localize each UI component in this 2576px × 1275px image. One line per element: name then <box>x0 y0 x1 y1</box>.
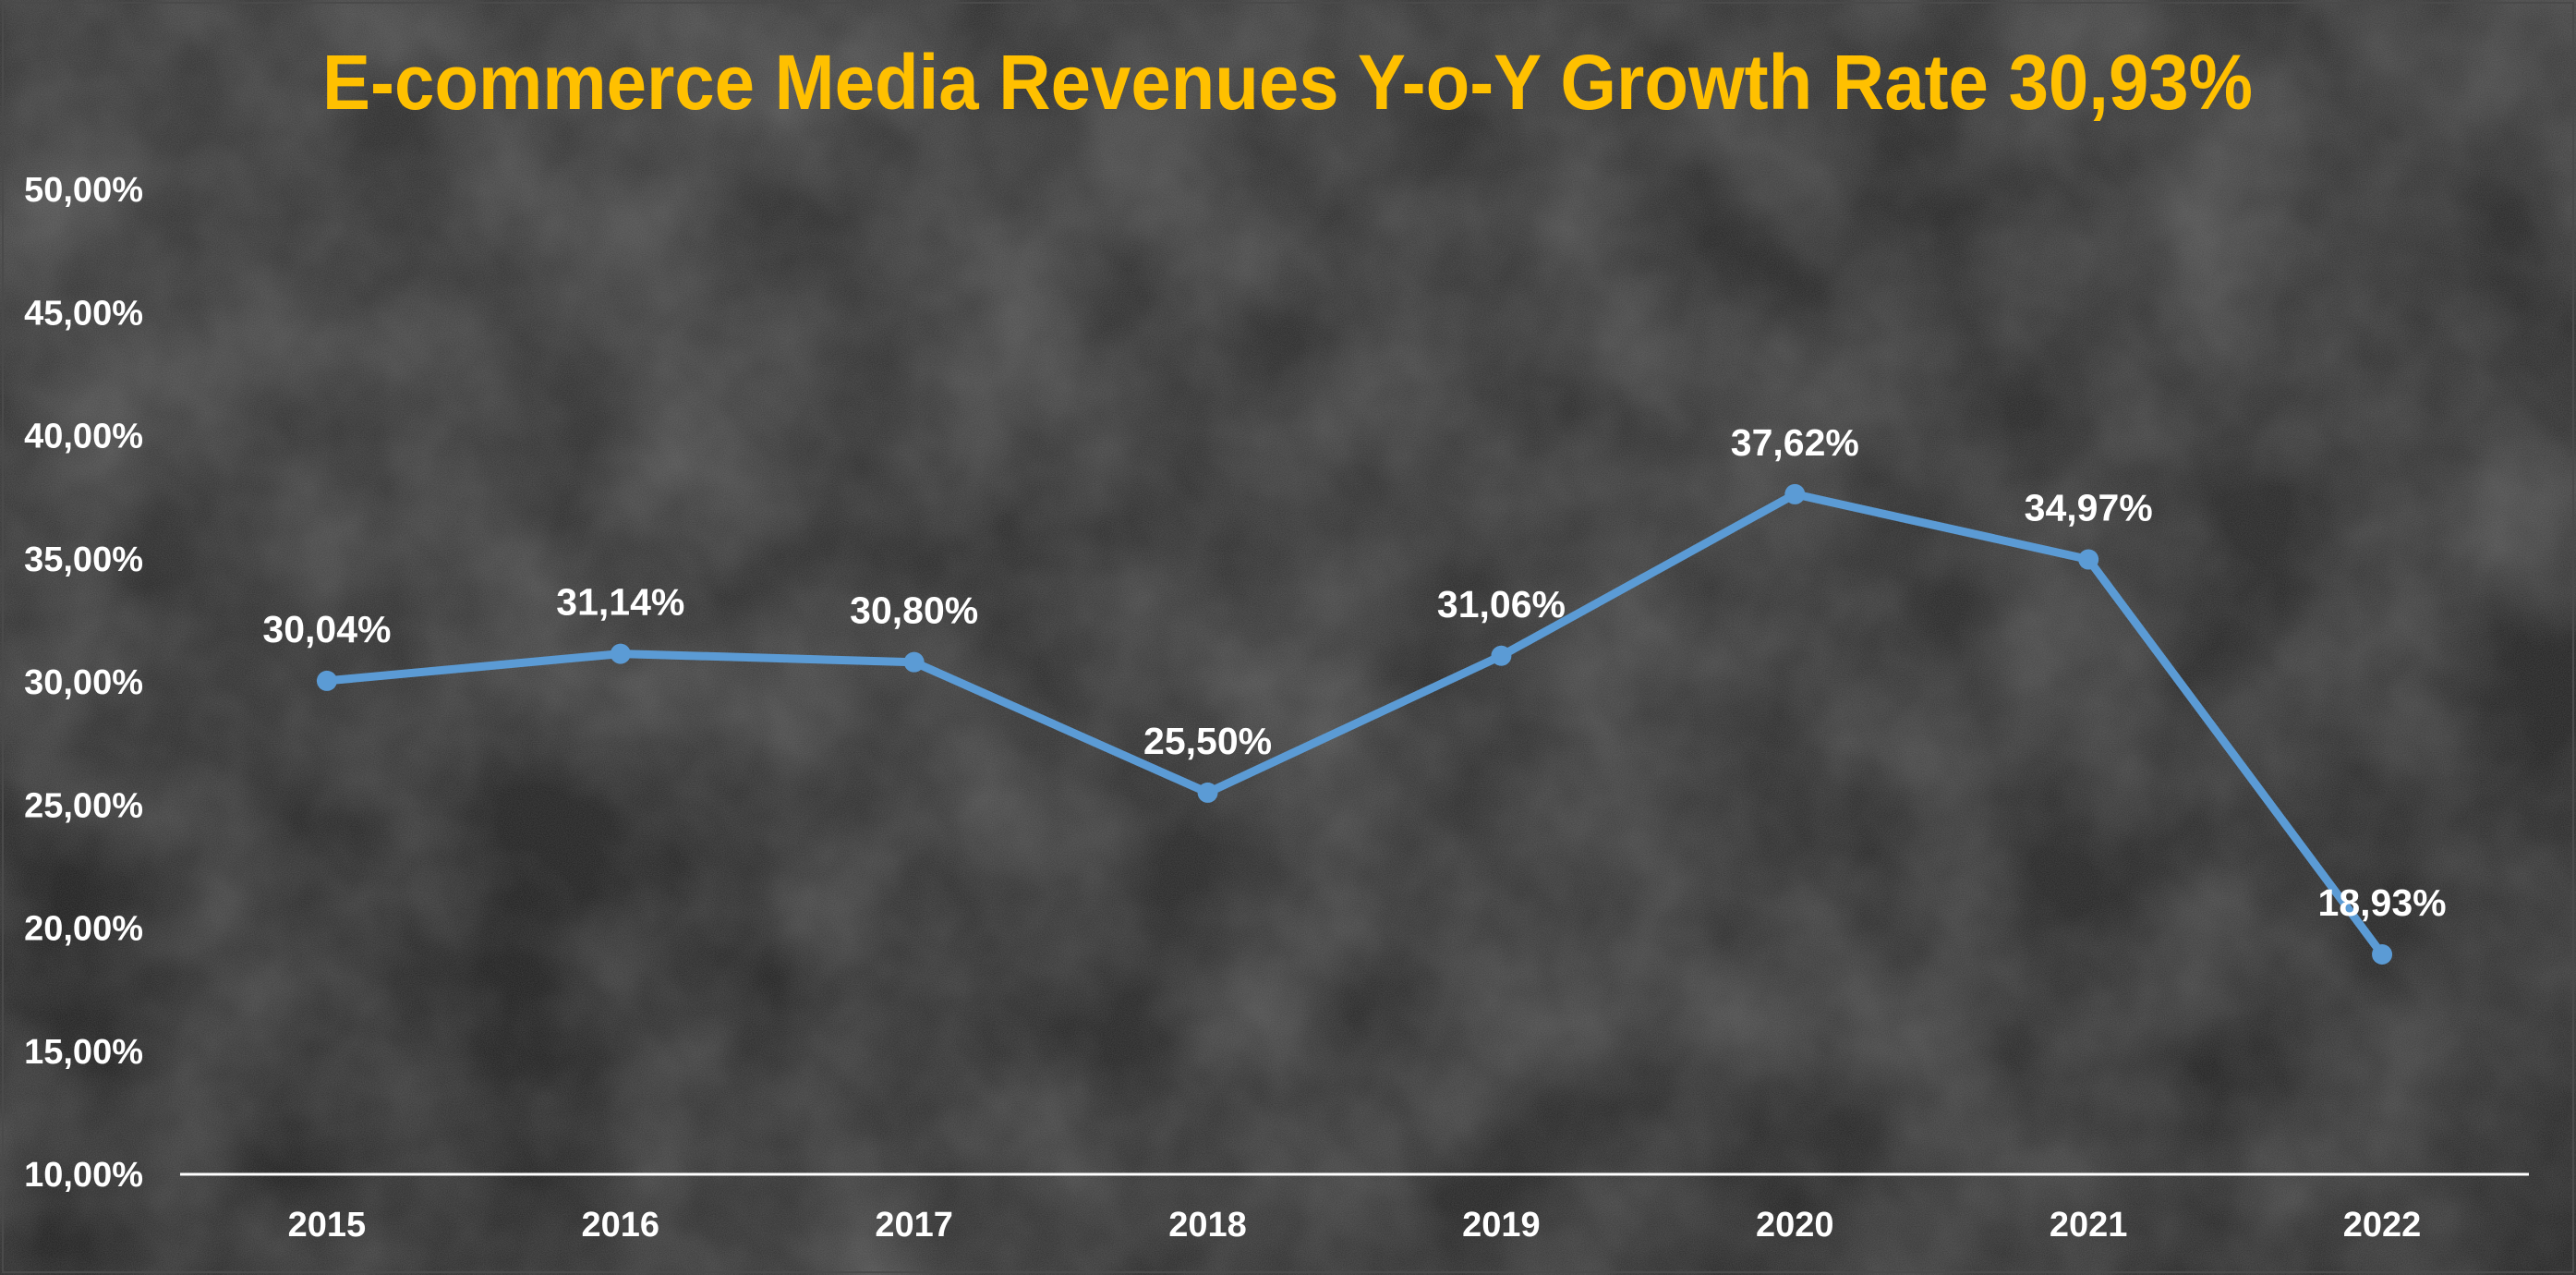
y-tick-label: 15,00% <box>24 1033 143 1072</box>
y-tick-label: 25,00% <box>24 786 143 825</box>
data-label: 31,06% <box>1437 583 1566 625</box>
y-tick-label: 35,00% <box>24 540 143 579</box>
x-tick-label: 2019 <box>1462 1206 1541 1245</box>
data-labels: 30,04% 31,14% 30,80% 25,50% 31,06% 37,62% 34,9… <box>262 421 2446 924</box>
x-tick-label: 2022 <box>2343 1206 2422 1245</box>
x-tick-label: 2016 <box>582 1206 660 1245</box>
data-point <box>1197 782 1218 803</box>
data-label: 34,97% <box>2025 487 2153 529</box>
x-axis-ticks: 2015 2016 2017 2018 2019 2020 2021 2022 <box>288 1206 2422 1245</box>
y-tick-label: 10,00% <box>24 1156 143 1195</box>
data-point <box>610 643 631 664</box>
y-axis-ticks: 10,00% 15,00% 20,00% 25,00% 30,00% 35,00% 40,0… <box>24 171 143 1195</box>
y-tick-label: 40,00% <box>24 418 143 456</box>
data-label: 25,50% <box>1143 720 1272 762</box>
y-tick-label: 50,00% <box>24 171 143 210</box>
data-point <box>2078 549 2099 570</box>
x-tick-label: 2015 <box>288 1206 367 1245</box>
y-tick-label: 30,00% <box>24 663 143 702</box>
x-tick-label: 2018 <box>1168 1206 1247 1245</box>
data-markers <box>316 483 2393 965</box>
data-label: 37,62% <box>1731 421 1859 464</box>
data-label: 31,14% <box>556 581 684 624</box>
series-line <box>322 490 2387 959</box>
data-label: 18,93% <box>2318 881 2447 924</box>
data-point <box>903 651 925 673</box>
y-tick-label: 20,00% <box>24 910 143 949</box>
chart-title: E-commerce Media Revenues Y-o-Y Growth R… <box>322 39 2253 126</box>
x-tick-label: 2017 <box>875 1206 953 1245</box>
data-point <box>1491 645 1512 666</box>
data-point <box>1784 483 1806 504</box>
x-tick-label: 2021 <box>2050 1206 2128 1245</box>
x-tick-label: 2020 <box>1756 1206 1834 1245</box>
data-label: 30,80% <box>850 589 978 632</box>
y-tick-label: 45,00% <box>24 294 143 333</box>
data-point <box>2372 944 2393 965</box>
data-point <box>316 670 337 691</box>
data-label: 30,04% <box>262 608 391 650</box>
